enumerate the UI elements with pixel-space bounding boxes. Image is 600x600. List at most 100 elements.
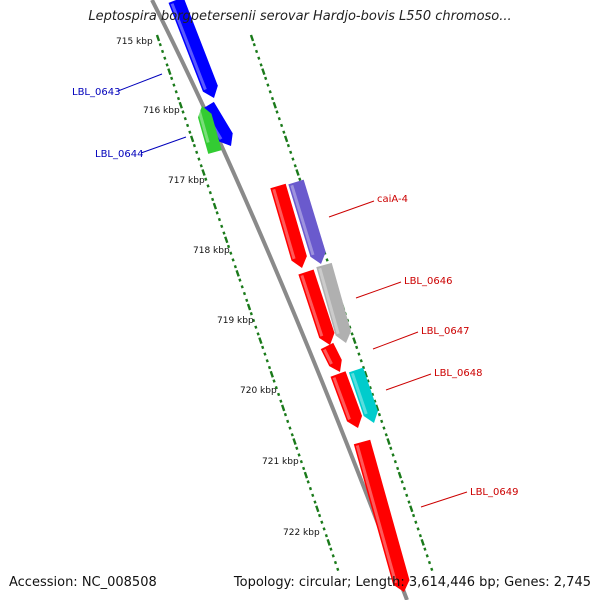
tick-mark xyxy=(288,426,292,430)
tick-mark xyxy=(259,63,263,67)
tick-mark xyxy=(350,332,354,336)
tick-mark xyxy=(295,169,300,176)
tick-mark xyxy=(226,244,231,249)
tick-mark xyxy=(229,251,233,255)
tick-mark xyxy=(185,123,190,128)
scale-label: 718 kbp xyxy=(193,246,230,256)
tick-mark xyxy=(311,493,315,498)
tick-mark xyxy=(409,505,414,513)
tick-mark xyxy=(201,169,206,176)
tick-mark xyxy=(233,264,237,269)
feature-red-3 xyxy=(320,342,342,372)
tick-mark xyxy=(313,500,317,504)
feature-green xyxy=(197,106,222,154)
genome-summary: Topology: circular; Length: 3,614,446 bp… xyxy=(233,575,591,590)
tick-mark xyxy=(279,399,283,403)
tick-mark xyxy=(361,365,366,370)
tick-mark xyxy=(389,446,393,450)
tick-mark xyxy=(380,419,384,424)
tick-mark xyxy=(297,453,301,457)
tick-mark xyxy=(425,554,429,558)
tick-mark xyxy=(160,49,165,54)
tick-mark xyxy=(416,527,420,531)
tick-mark xyxy=(363,370,368,378)
leader-line xyxy=(385,373,432,391)
tick-mark xyxy=(280,404,286,412)
tick-mark xyxy=(331,554,335,558)
tick-mark xyxy=(265,359,269,363)
tick-mark xyxy=(359,359,363,363)
tick-mark xyxy=(317,513,322,518)
gene-label: LBL_0648 xyxy=(434,368,482,379)
tick-mark xyxy=(427,560,432,565)
tick-mark xyxy=(242,291,247,296)
tick-mark xyxy=(183,116,187,121)
scale-label: 722 kbp xyxy=(283,528,320,538)
tick-mark xyxy=(329,547,333,551)
gene-label: LBL_0644 xyxy=(95,149,143,160)
tick-mark xyxy=(224,236,229,244)
tick-mark xyxy=(371,392,375,397)
tick-mark xyxy=(325,258,329,262)
tick-mark xyxy=(315,505,320,513)
tick-mark xyxy=(217,217,222,222)
tick-mark xyxy=(308,486,313,491)
tick-mark xyxy=(286,143,290,148)
tick-mark xyxy=(272,379,276,383)
feature-red-4 xyxy=(330,371,363,428)
tick-mark xyxy=(298,177,302,181)
tick-mark xyxy=(268,90,272,94)
tick-mark xyxy=(212,202,218,210)
tick-mark xyxy=(192,143,196,148)
leader-line xyxy=(328,200,375,218)
tick-mark xyxy=(155,34,161,42)
tick-mark xyxy=(158,43,162,47)
leader-line xyxy=(355,281,402,299)
scale-label: 717 kbp xyxy=(168,176,205,186)
tick-mark xyxy=(264,76,268,81)
leader-line xyxy=(420,491,468,508)
gene-label: caiA-4 xyxy=(377,194,408,205)
tick-mark xyxy=(368,386,372,390)
tick-mark xyxy=(352,337,357,345)
backbone xyxy=(150,0,409,600)
tick-mark xyxy=(306,480,310,484)
feature-purple xyxy=(288,179,326,264)
tick-mark xyxy=(178,101,183,109)
tick-mark xyxy=(355,345,359,350)
tick-mark xyxy=(188,130,192,134)
scale-label: 715 kbp xyxy=(116,37,153,47)
tick-mark xyxy=(231,258,235,262)
tick-mark xyxy=(384,433,388,437)
tick-mark xyxy=(215,211,219,215)
tick-mark xyxy=(299,459,303,464)
feature-red-4-body xyxy=(353,439,410,592)
tick-mark xyxy=(269,370,274,378)
tick-mark xyxy=(291,157,295,161)
leader-line xyxy=(117,73,163,92)
scale-label: 720 kbp xyxy=(240,386,277,396)
tick-mark xyxy=(189,135,195,143)
tick-mark xyxy=(245,298,249,303)
tick-mark xyxy=(181,110,185,114)
tick-mark xyxy=(208,190,212,195)
tick-mark xyxy=(336,567,340,572)
tick-mark xyxy=(423,547,427,551)
tick-mark xyxy=(277,116,281,121)
tick-mark xyxy=(235,269,240,277)
tick-mark xyxy=(324,533,328,538)
tick-mark xyxy=(418,533,422,538)
tick-mark xyxy=(165,63,169,67)
tick-mark xyxy=(303,471,309,479)
tick-mark xyxy=(251,318,256,323)
tick-mark xyxy=(167,68,172,76)
tick-mark xyxy=(377,412,382,417)
tick-mark xyxy=(238,278,242,282)
tick-mark xyxy=(282,130,286,134)
tick-mark xyxy=(322,527,326,531)
tick-mark xyxy=(420,538,425,546)
tick-mark xyxy=(373,399,377,403)
scale-label: 716 kbp xyxy=(143,106,180,116)
tick-marks xyxy=(155,34,434,572)
tick-mark xyxy=(254,325,258,329)
